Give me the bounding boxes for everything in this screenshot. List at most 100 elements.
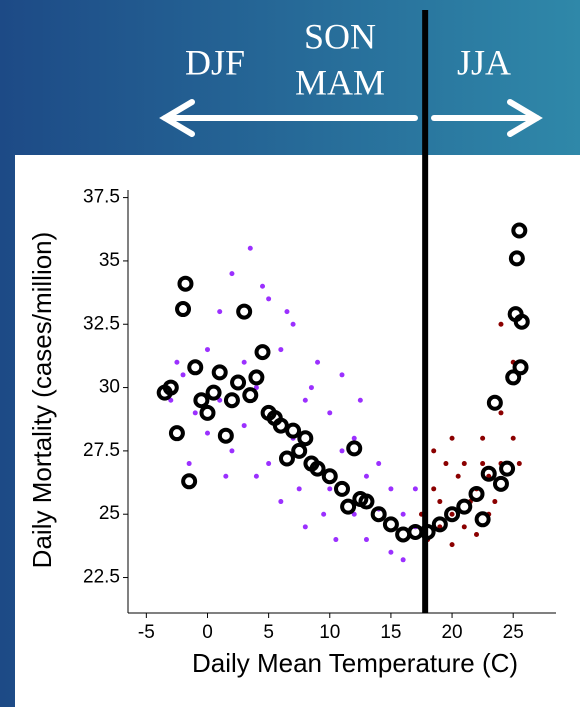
point — [302, 397, 308, 403]
x-tick-label: 25 — [503, 622, 524, 643]
x-tick-label: 15 — [380, 622, 401, 643]
point — [468, 485, 485, 502]
point — [333, 537, 339, 543]
point — [321, 511, 327, 517]
point — [211, 364, 228, 381]
point — [339, 372, 345, 378]
point — [168, 425, 185, 442]
point — [284, 309, 290, 315]
point — [340, 498, 357, 515]
point — [461, 524, 467, 530]
point — [248, 369, 265, 386]
point — [499, 460, 516, 477]
point — [247, 245, 253, 251]
point — [400, 511, 406, 517]
point — [285, 422, 302, 439]
point — [474, 511, 491, 528]
point — [444, 506, 461, 523]
point — [278, 450, 295, 467]
point — [334, 480, 350, 497]
point — [254, 344, 271, 361]
point — [296, 486, 302, 492]
point — [253, 473, 259, 479]
point — [241, 359, 247, 365]
y-tick-label: 37.5 — [83, 187, 120, 208]
point — [486, 394, 503, 411]
point — [455, 473, 461, 479]
point — [431, 448, 437, 454]
point — [480, 461, 486, 467]
y-tick-label: 27.5 — [83, 440, 120, 461]
x-tick-label: 0 — [202, 622, 213, 643]
point — [327, 410, 333, 416]
point — [278, 347, 284, 353]
point — [382, 516, 399, 533]
point — [449, 435, 455, 441]
point — [241, 423, 247, 429]
y-axis-label: Daily Mortality (cases/million) — [27, 232, 57, 569]
point — [508, 250, 525, 267]
point — [199, 404, 216, 421]
point — [486, 473, 492, 479]
point — [474, 531, 480, 537]
point — [363, 473, 369, 479]
point — [162, 379, 179, 396]
point — [315, 359, 321, 365]
x-tick-label: 10 — [319, 622, 340, 643]
point — [498, 321, 504, 327]
point — [376, 461, 382, 467]
annotation: SON — [304, 16, 376, 56]
point — [358, 493, 375, 510]
point — [272, 417, 289, 434]
point — [174, 359, 180, 365]
y-tick-label: 25 — [99, 503, 120, 524]
point — [363, 537, 369, 543]
point — [431, 516, 448, 533]
point — [204, 430, 210, 436]
point — [266, 461, 272, 467]
point — [229, 271, 235, 277]
point — [449, 542, 455, 548]
annotation: MAM — [295, 62, 385, 102]
point — [431, 486, 437, 492]
point — [187, 359, 204, 376]
point — [193, 392, 210, 409]
point — [266, 296, 272, 302]
point — [437, 524, 443, 530]
point — [388, 486, 394, 492]
point — [357, 397, 363, 403]
point — [492, 475, 509, 492]
point — [516, 461, 522, 467]
point — [291, 442, 308, 459]
point — [461, 461, 467, 467]
y-tick-label: 30 — [99, 377, 120, 398]
point — [327, 486, 333, 492]
point — [180, 372, 186, 378]
point — [302, 524, 308, 530]
point — [186, 461, 192, 467]
point — [309, 460, 326, 477]
point — [223, 473, 229, 479]
arrows — [159, 99, 543, 137]
point — [498, 410, 504, 416]
point — [511, 222, 528, 239]
point — [175, 301, 192, 318]
point — [480, 465, 497, 482]
point — [480, 435, 486, 441]
point — [456, 498, 473, 515]
point — [290, 321, 296, 327]
point — [297, 430, 314, 447]
point — [412, 486, 418, 492]
point — [449, 511, 455, 517]
y-tick-label: 35 — [99, 250, 120, 271]
point — [223, 392, 240, 409]
point — [242, 387, 259, 404]
point — [236, 303, 253, 320]
x-tick-label: -5 — [138, 622, 155, 643]
point — [260, 283, 266, 289]
point — [388, 549, 394, 555]
point — [351, 435, 357, 441]
point — [443, 461, 449, 467]
point — [229, 448, 235, 454]
